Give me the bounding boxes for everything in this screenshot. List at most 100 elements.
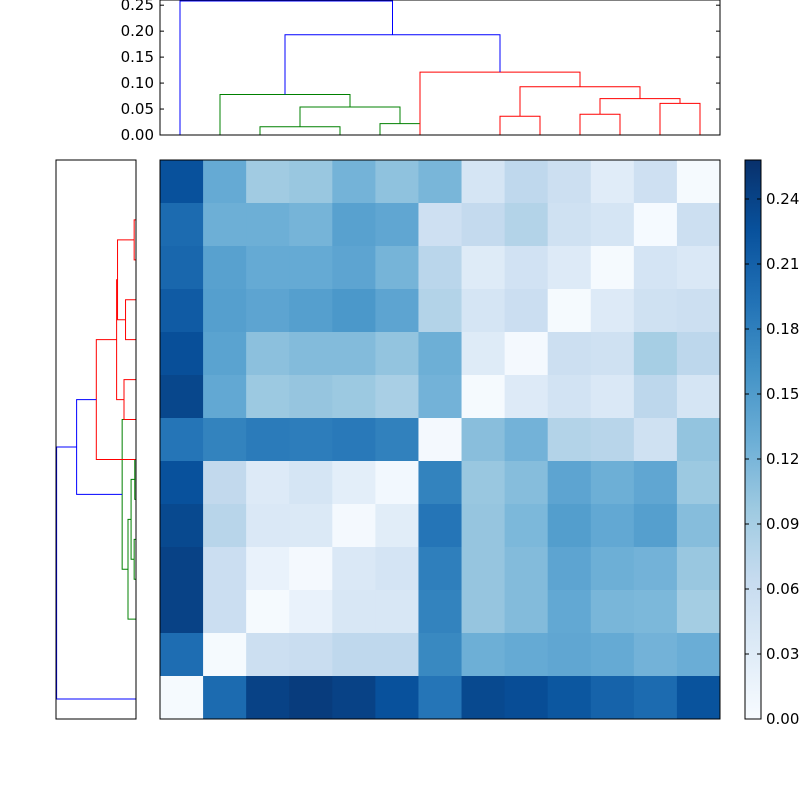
heatmap-cell [332,504,376,548]
heatmap-cell [246,547,290,591]
top-ytick-label: 0.00 [121,126,154,144]
heatmap-cell [633,504,678,548]
colorbar-tick-label: 0.24 [766,190,799,208]
heatmap-cell [160,375,204,419]
heatmap-cell [418,332,463,376]
heatmap-cell [375,504,419,548]
heatmap-cell [504,547,549,591]
heatmap-cell [160,590,204,634]
heatmap-cell [461,504,506,548]
heatmap-cell [461,332,506,376]
heatmap-cell [590,289,635,333]
heatmap-cell [590,547,635,591]
top-dendrogram [179,0,701,135]
heatmap-cell [203,289,247,333]
heatmap-cell [590,418,635,462]
heatmap-cell [332,418,376,462]
heatmap-cell [590,160,635,204]
heatmap-cell [633,246,678,290]
heatmap-cell [676,676,721,720]
heatmap [160,160,721,720]
heatmap-cell [461,676,506,720]
heatmap-cell [332,590,376,634]
heatmap-cell [289,332,333,376]
heatmap-cell [246,332,290,376]
heatmap-cell [203,375,247,419]
heatmap-cell [203,547,247,591]
heatmap-cell [246,590,290,634]
heatmap-cell [418,160,463,204]
heatmap-cell [375,289,419,333]
heatmap-cell [418,633,463,677]
heatmap-cell [246,418,290,462]
heatmap-cell [246,375,290,419]
top-ytick-label: 0.10 [121,74,154,92]
heatmap-cell [160,633,204,677]
heatmap-cell [504,461,549,505]
heatmap-cell [375,676,419,720]
top-ytick-label: 0.15 [121,48,154,66]
heatmap-cell [203,504,247,548]
heatmap-cell [633,547,678,591]
heatmap-cell [289,547,333,591]
heatmap-cell [504,203,549,247]
heatmap-cell [160,332,204,376]
heatmap-cell [461,375,506,419]
colorbar-frame [744,159,762,720]
heatmap-cell [590,375,635,419]
heatmap-cell [160,676,204,720]
heatmap-cell [547,289,592,333]
heatmap-cell [203,590,247,634]
heatmap-cell [633,203,678,247]
heatmap-cell [504,504,549,548]
heatmap-cell [375,160,419,204]
heatmap-cell [418,418,463,462]
heatmap-cell [504,160,549,204]
heatmap-cell [160,246,204,290]
heatmap-cell [160,289,204,333]
colorbar-tick-label: 0.06 [766,580,799,598]
top-ytick-label: 0.25 [121,0,154,14]
top-dendrogram-link [179,0,393,135]
heatmap-cell [461,461,506,505]
heatmap-cell [633,160,678,204]
heatmap-cell [504,590,549,634]
heatmap-cell [547,590,592,634]
heatmap-cell [203,633,247,677]
heatmap-cell [246,504,290,548]
heatmap-cell [676,590,721,634]
left-dendrogram-frame [55,159,137,720]
heatmap-cell [375,633,419,677]
heatmap-cell [418,547,463,591]
heatmap-cell [160,160,204,204]
heatmap-cell [160,203,204,247]
heatmap-cell [332,633,376,677]
heatmap-cell [375,590,419,634]
colorbar-tick-label: 0.21 [766,255,799,273]
heatmap-cell [418,504,463,548]
colorbar-tick-label: 0.18 [766,320,799,338]
heatmap-cell [504,246,549,290]
heatmap-cell [461,418,506,462]
heatmap-cell [676,203,721,247]
heatmap-cell [633,461,678,505]
heatmap-cell [289,633,333,677]
heatmap-cell [289,160,333,204]
heatmap-cell [246,289,290,333]
heatmap-cell [547,375,592,419]
heatmap-cell [160,418,204,462]
heatmap-cell [246,246,290,290]
heatmap-cell [375,246,419,290]
heatmap-cell [590,461,635,505]
heatmap-cell [418,375,463,419]
heatmap-cell [547,504,592,548]
heatmap-cell [332,160,376,204]
heatmap-cell [590,590,635,634]
heatmap-cell [246,461,290,505]
heatmap-cell [590,633,635,677]
heatmap-cell [676,289,721,333]
heatmap-cell [461,289,506,333]
heatmap-cell [375,461,419,505]
top-dendrogram-y-axis: 0.00 0.05 0.10 0.15 0.20 0.25 [121,0,720,144]
